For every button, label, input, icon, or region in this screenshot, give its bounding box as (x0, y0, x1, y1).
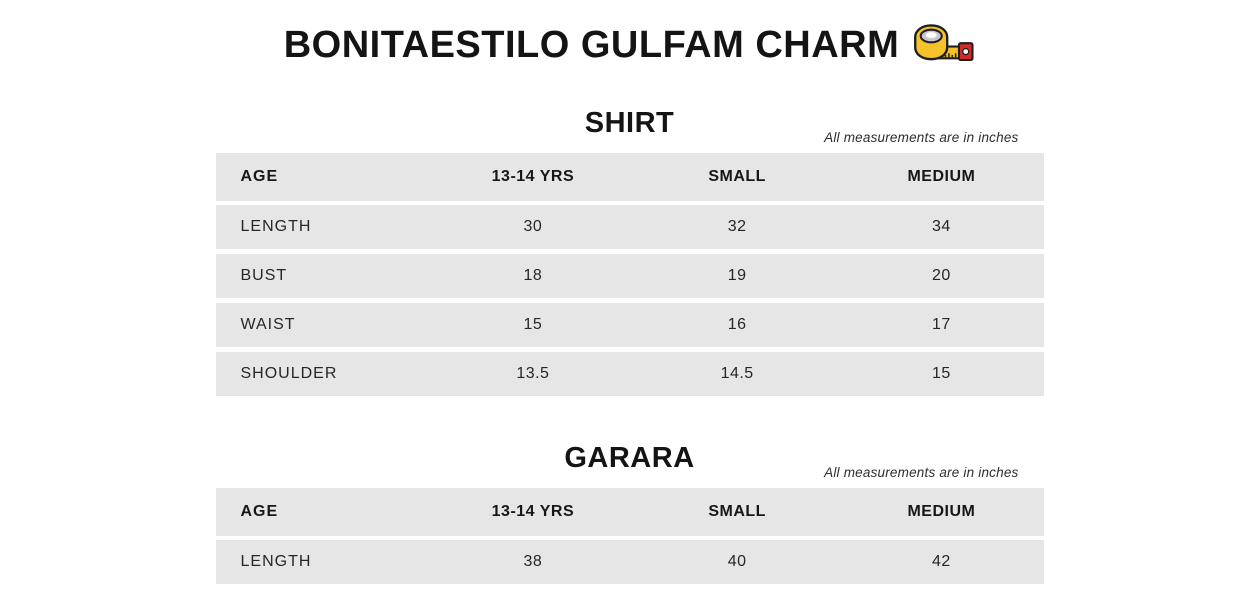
garara-size-table: AGE 13-14 YRS SMALL MEDIUM LENGTH 38 40 … (215, 488, 1044, 584)
row-value: 15 (931, 365, 951, 382)
row-value: 15 (523, 316, 543, 333)
header-cell-small: SMALL (708, 168, 766, 185)
shirt-section-header: SHIRT All measurements are in inches (216, 107, 1044, 145)
shirt-size-table: AGE 13-14 YRS SMALL MEDIUM LENGTH 30 32 … (215, 153, 1044, 396)
header-cell-medium: MEDIUM (907, 503, 976, 520)
row-value: 38 (523, 553, 543, 570)
header-cell-13-14-yrs: 13-14 YRS (491, 503, 575, 520)
page-title: BONITAESTILO GULFAM CHARM (0, 0, 1259, 67)
row-label: BUST (240, 267, 288, 284)
header-cell-age: AGE (240, 503, 279, 520)
row-value: 20 (931, 267, 951, 284)
row-value: 32 (727, 218, 747, 235)
header-cell-age: AGE (240, 168, 279, 185)
row-label: WAIST (240, 316, 296, 333)
row-value: 18 (523, 267, 543, 284)
table-header-row: AGE 13-14 YRS SMALL MEDIUM (215, 153, 1044, 201)
row-value: 19 (727, 267, 747, 284)
row-value: 17 (931, 316, 951, 333)
page-title-text: BONITAESTILO GULFAM CHARM (283, 24, 900, 66)
table-row-length: LENGTH 30 32 34 (215, 205, 1044, 249)
row-value: 14.5 (720, 365, 754, 382)
garara-section-header: GARARA All measurements are in inches (216, 442, 1044, 480)
row-value: 40 (727, 553, 747, 570)
table-row-bust: BUST 18 19 20 (215, 254, 1044, 298)
measurement-note-shirt: All measurements are in inches (824, 130, 1019, 145)
table-row-shoulder: SHOULDER 13.5 14.5 15 (215, 352, 1044, 396)
header-cell-small: SMALL (708, 503, 766, 520)
shirt-section: SHIRT All measurements are in inches AGE… (215, 107, 1044, 396)
garara-section: GARARA All measurements are in inches AG… (215, 442, 1044, 584)
row-value: 13.5 (516, 365, 550, 382)
header-cell-13-14-yrs: 13-14 YRS (491, 168, 575, 185)
row-value: 34 (931, 218, 951, 235)
row-label: LENGTH (240, 553, 312, 570)
row-label: LENGTH (240, 218, 312, 235)
row-value: 30 (523, 218, 543, 235)
table-header-row: AGE 13-14 YRS SMALL MEDIUM (215, 488, 1044, 536)
row-value: 16 (727, 316, 747, 333)
section-title-garara: GARARA (564, 442, 695, 474)
row-value: 42 (931, 553, 951, 570)
table-row-length: LENGTH 38 40 42 (215, 540, 1044, 584)
tape-measure-icon (914, 24, 974, 62)
table-row-waist: WAIST 15 16 17 (215, 303, 1044, 347)
measurement-note-garara: All measurements are in inches (824, 465, 1019, 480)
row-label: SHOULDER (240, 365, 338, 382)
section-title-shirt: SHIRT (584, 107, 675, 139)
header-cell-medium: MEDIUM (907, 168, 976, 185)
